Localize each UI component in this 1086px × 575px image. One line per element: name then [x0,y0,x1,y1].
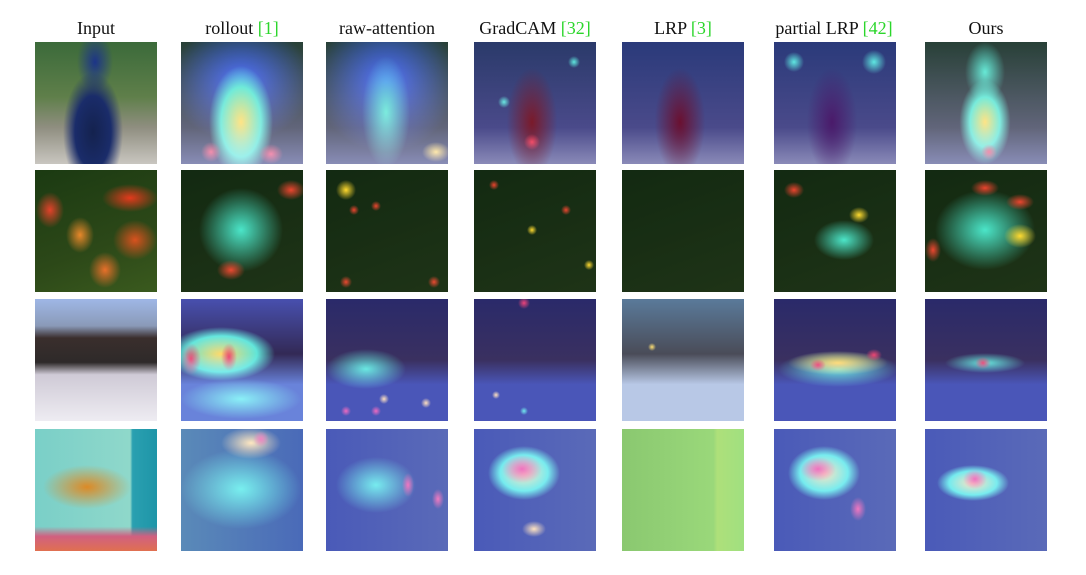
column-header-ours: Ours [968,18,1004,38]
input-image-sled-dogs-snow [35,299,157,421]
heatmap-raw-attention-sled-dogs-snow [326,299,448,421]
heatmap-partial-lrp-goldfish-tulips [774,170,896,292]
column-header-partial-lrp: partial LRP [42] [775,18,893,38]
heatmap-gradcam-goldfish-tulips [474,170,596,292]
heatmap-lrp-goldfish-tulips [622,170,744,292]
heatmap-ours-sled-dogs-snow [925,299,1047,421]
heatmap-gradcam-sled-dogs-snow [474,299,596,421]
heatmap-gradcam-goldfish-tank [474,429,596,551]
heatmap-partial-lrp-goldfish-tank [774,429,896,551]
heatmap-raw-attention-goldfish-tulips [326,170,448,292]
input-image-peacock [35,42,157,164]
column-header-lrp: LRP [3] [654,18,712,38]
heatmap-gradcam-peacock [474,42,596,164]
heatmap-rollout-goldfish-tulips [181,170,303,292]
heatmap-raw-attention-peacock [326,42,448,164]
heatmap-lrp-sled-dogs-snow [622,299,744,421]
heatmap-ours-goldfish-tulips [925,170,1047,292]
citation-link: [1] [257,18,279,38]
citation-link: [3] [690,18,712,38]
citation-link: [42] [862,18,893,38]
heatmap-raw-attention-goldfish-tank [326,429,448,551]
citation-link: [32] [560,18,591,38]
heatmap-lrp-goldfish-tank [622,429,744,551]
heatmap-ours-peacock [925,42,1047,164]
heatmap-partial-lrp-peacock [774,42,896,164]
input-image-goldfish-tank [35,429,157,551]
heatmap-rollout-goldfish-tank [181,429,303,551]
heatmap-rollout-peacock [181,42,303,164]
input-image-goldfish-tulips [35,170,157,292]
column-header-rollout: rollout [1] [205,18,279,38]
column-header-gradcam: GradCAM [32] [479,18,591,38]
heatmap-ours-goldfish-tank [925,429,1047,551]
heatmap-partial-lrp-sled-dogs-snow [774,299,896,421]
heatmap-lrp-peacock [622,42,744,164]
column-header-input: Input [77,18,115,38]
heatmap-rollout-sled-dogs-snow [181,299,303,421]
column-header-raw-attention: raw-attention [339,18,435,38]
